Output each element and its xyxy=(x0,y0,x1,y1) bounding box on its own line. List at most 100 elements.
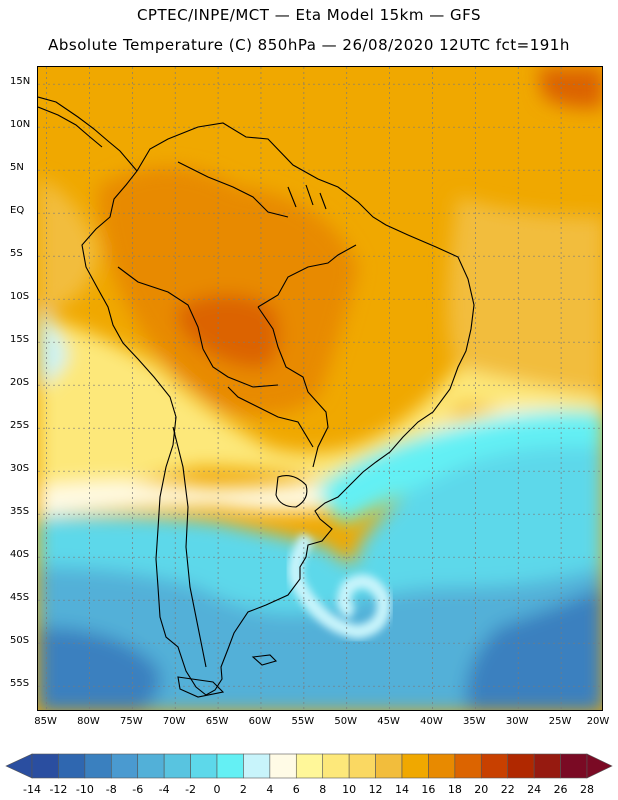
colorbar-swatch xyxy=(58,753,86,779)
field-deep-blue-sw xyxy=(38,627,161,710)
colorbar-swatch xyxy=(31,753,59,779)
map-canvas xyxy=(38,67,602,710)
colorbar-tick-label: -8 xyxy=(105,783,117,796)
lat-label: 5S xyxy=(10,248,23,260)
lon-label: 55W xyxy=(291,716,315,727)
bolivia-border xyxy=(202,348,279,388)
lon-label: 85W xyxy=(34,716,57,727)
colorbar-swatch xyxy=(163,753,191,779)
colorbar-tick-label: 28 xyxy=(580,783,594,796)
colorbar-tick-label: -10 xyxy=(75,783,94,796)
lat-label: 50S xyxy=(10,635,30,647)
lon-label: 45W xyxy=(377,716,400,727)
lon-label: 30W xyxy=(505,716,529,727)
lat-label: 15S xyxy=(10,334,30,346)
uruguay-outline xyxy=(275,475,308,508)
lon-label: 65W xyxy=(205,716,229,727)
lon-label: 75W xyxy=(120,716,143,727)
colorbar-tick-label: -2 xyxy=(185,783,197,796)
title-line-1: CPTEC/INPE/MCT — Eta Model 15km — GFS xyxy=(136,6,482,24)
colorbar-swatch xyxy=(110,753,139,779)
colorbar-tick-label: 10 xyxy=(342,783,357,796)
colorbar-swatch xyxy=(454,753,482,779)
field-swirl xyxy=(288,533,391,640)
field-bright-cyan xyxy=(318,411,602,523)
peru-border xyxy=(117,266,204,350)
colorbar-tick-label: 12 xyxy=(368,783,383,796)
guiana-borders xyxy=(287,184,327,210)
colorbar-tick-label: -12 xyxy=(49,783,68,796)
lat-label: 20S xyxy=(10,377,30,389)
colorbar-swatch xyxy=(243,753,271,779)
lat-label: 30S xyxy=(10,463,30,475)
lat-label: 40S xyxy=(10,549,30,561)
field-deep-blue-se xyxy=(466,587,602,710)
chile-border xyxy=(172,426,207,668)
colorbar-tick-label: 18 xyxy=(447,783,462,796)
south-america-outline xyxy=(81,122,475,696)
colorbar-tick-label: 20 xyxy=(474,783,489,796)
lon-label: 80W xyxy=(77,716,100,727)
colorbar-tick-label: 6 xyxy=(292,783,300,796)
colorbar-tick-label: 4 xyxy=(266,783,274,796)
colorbar-tick-label: 8 xyxy=(319,783,327,796)
lat-lon-grid xyxy=(38,67,602,710)
field-mid-blue xyxy=(38,567,602,710)
colorbar-swatch xyxy=(216,753,244,779)
field-nw-sea xyxy=(38,177,98,317)
colorbar-swatch xyxy=(84,753,112,779)
colorbar-swatch xyxy=(295,753,324,779)
field-ne-corner-hot xyxy=(538,67,602,109)
lat-label: 15N xyxy=(10,76,31,88)
lon-label: 20W xyxy=(586,716,610,727)
lat-label: 45S xyxy=(10,592,30,604)
lon-label: 35W xyxy=(463,716,486,727)
colorbar-swatch xyxy=(533,753,561,779)
colorbar-tick-label: 0 xyxy=(213,783,221,796)
colorbar-over-arrow xyxy=(586,753,613,779)
colorbar-tick-label: 24 xyxy=(527,783,542,796)
brazil-border xyxy=(257,244,357,468)
colorbar-tick-label: -6 xyxy=(132,783,144,796)
venezuela-border xyxy=(177,161,289,218)
colorbar-tick-label: -4 xyxy=(158,783,170,796)
lat-label: EQ xyxy=(10,205,25,217)
colorbar-swatch xyxy=(560,753,588,779)
argentina-border xyxy=(227,386,314,448)
field-north-pale xyxy=(448,197,602,397)
lat-label: 10N xyxy=(10,119,31,131)
colorbar-swatch xyxy=(401,753,429,779)
colorbar-tick-label: 22 xyxy=(500,783,515,796)
field-pacific-cold-spot xyxy=(38,307,68,387)
lat-label: 35S xyxy=(10,506,30,518)
colorbar-tick-label: 26 xyxy=(553,783,568,796)
lon-label: 70W xyxy=(162,716,186,727)
lon-label: 50W xyxy=(334,716,358,727)
lat-label: 10S xyxy=(10,291,30,303)
field-amazon-warm xyxy=(98,167,358,415)
colorbar-swatch xyxy=(348,753,376,779)
colorbar-swatch xyxy=(480,753,509,779)
title-line-2: Absolute Temperature (C) 850hPa — 26/08/… xyxy=(48,36,570,54)
temperature-map xyxy=(37,66,603,711)
lon-label: 40W xyxy=(420,716,443,727)
lat-label: 25S xyxy=(10,420,30,432)
central-america-outline xyxy=(38,96,138,172)
colorbar-swatch xyxy=(137,753,165,779)
lat-label: 55S xyxy=(10,678,30,690)
coastlines xyxy=(38,96,475,698)
colorbar-tick-label: -14 xyxy=(23,783,41,796)
lon-label: 60W xyxy=(248,716,272,727)
colorbar-tick-label: 16 xyxy=(421,783,436,796)
tierra-del-fuego xyxy=(177,676,225,698)
colorbar-tick-label: 2 xyxy=(239,783,247,796)
lat-label: 5N xyxy=(10,162,24,174)
colorbar-swatch xyxy=(190,753,218,779)
colorbar-swatch xyxy=(269,753,297,779)
colorbar-swatch xyxy=(375,753,403,779)
colorbar-swatch xyxy=(507,753,535,779)
colorbar-swatch xyxy=(322,753,350,779)
colorbar-under-arrow xyxy=(5,753,33,779)
falklands xyxy=(251,654,278,666)
lon-label: 25W xyxy=(548,716,572,727)
